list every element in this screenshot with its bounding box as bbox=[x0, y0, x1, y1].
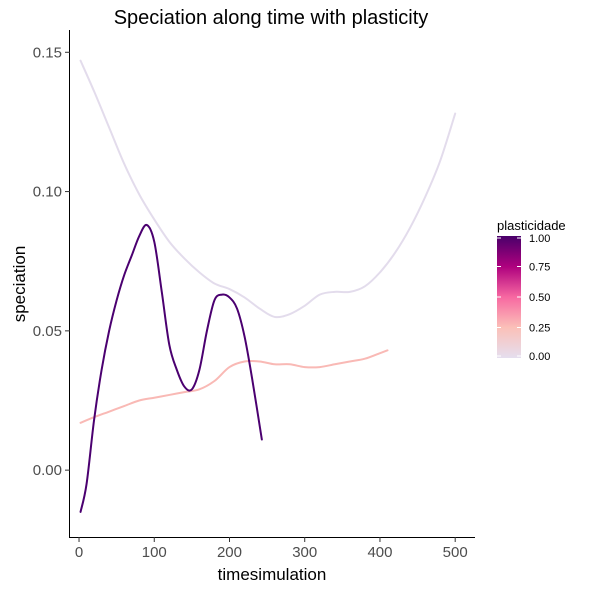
legend-title: plasticidade bbox=[497, 218, 566, 233]
legend-break-label: 0.00 bbox=[529, 351, 550, 363]
legend-breaks: 1.00 0.75 0.50 0.25 0.00 bbox=[497, 233, 550, 363]
x-tick-label: 500 bbox=[443, 544, 468, 561]
series-line-plasticidade-0 bbox=[79, 59, 457, 319]
y-tick-label: 0.00 bbox=[33, 462, 62, 479]
legend-break-label: 0.50 bbox=[529, 292, 550, 304]
x-tick-label: 0 bbox=[75, 544, 83, 561]
legend-break-label: 0.25 bbox=[529, 323, 550, 335]
x-tick-label: 100 bbox=[142, 544, 167, 561]
series-line-plasticidade-0-25 bbox=[79, 349, 389, 424]
y-tick-label: 0.15 bbox=[33, 44, 62, 61]
y-tick-label: 0.05 bbox=[33, 323, 62, 340]
series-layer bbox=[79, 59, 457, 513]
legend-break-label: 0.75 bbox=[529, 262, 550, 274]
x-tick-label: 300 bbox=[292, 544, 317, 561]
y-axis-title: speciation bbox=[10, 246, 29, 323]
x-tick-label: 200 bbox=[217, 544, 242, 561]
legend-break-label: 1.00 bbox=[529, 233, 550, 245]
series-line-plasticidade-1 bbox=[79, 223, 263, 513]
y-tick-label: 0.10 bbox=[33, 184, 62, 201]
x-tick-label: 400 bbox=[367, 544, 392, 561]
chart-title: Speciation along time with plasticity bbox=[114, 7, 429, 29]
y-axis-ticks: 0.00 0.05 0.10 0.15 bbox=[33, 44, 70, 479]
x-axis-title: timesimulation bbox=[218, 565, 327, 584]
color-legend: plasticidade 1.00 0.75 0.50 0.25 0.00 bbox=[497, 218, 566, 363]
x-axis-ticks: 0 100 200 300 400 500 bbox=[75, 537, 468, 561]
